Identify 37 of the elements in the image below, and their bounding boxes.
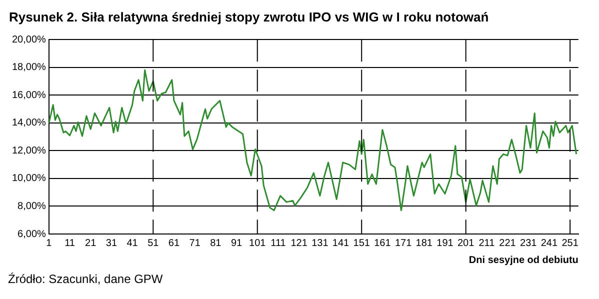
- x-tick-label: 251: [562, 238, 579, 249]
- x-tick-label: 21: [85, 238, 97, 249]
- x-tick-label: 201: [457, 238, 475, 249]
- y-tick-label: 16,00%: [12, 90, 46, 101]
- x-tick-label: 221: [499, 238, 516, 249]
- x-tick-label: 41: [126, 238, 138, 249]
- y-tick-label: 6,00%: [18, 228, 46, 240]
- x-tick-label: 81: [210, 238, 222, 249]
- x-tick-label: 181: [416, 238, 433, 249]
- y-tick-label: 20,00%: [12, 34, 46, 46]
- x-tick-label: 11: [64, 238, 76, 249]
- x-tick-label: 31: [106, 238, 118, 249]
- y-tick-label: 12,00%: [12, 145, 46, 156]
- x-tick-label: 211: [478, 238, 496, 249]
- x-axis-title: Dni sesyjne od debiutu: [468, 254, 578, 266]
- chart-title: Rysunek 2. Siła relatywna średniej stopy zwrotu IPO vs WIG w I roku notowań: [9, 9, 489, 24]
- x-tick-label: 111: [270, 238, 286, 249]
- y-tick-label: 8,00%: [18, 200, 46, 212]
- x-tick-label: 191: [436, 238, 454, 249]
- x-tick-label: 121: [290, 238, 308, 249]
- x-tick-label: 141: [332, 238, 350, 249]
- text: Źródło: Szacunki, dane GPW: [8, 272, 164, 286]
- x-tick-label: 131: [312, 238, 329, 249]
- y-tick-label: 18,00%: [12, 62, 46, 74]
- x-tick-label: 71: [189, 238, 201, 249]
- x-tick-label: 151: [353, 238, 370, 249]
- x-tick-label: 61: [168, 238, 180, 249]
- x-tick-label: 241: [540, 238, 558, 249]
- x-tick-label: 171: [394, 238, 412, 249]
- x-tick-label: 101: [249, 238, 266, 249]
- y-tick-label: 10,00%: [12, 173, 46, 184]
- x-tick-label: 51: [148, 238, 160, 249]
- x-tick-label: 161: [374, 238, 392, 249]
- y-tick-label: 14,00%: [12, 118, 46, 129]
- x-tick-label: 1: [46, 238, 52, 249]
- x-tick-label: 91: [230, 238, 243, 249]
- x-tick-label: 231: [520, 238, 538, 249]
